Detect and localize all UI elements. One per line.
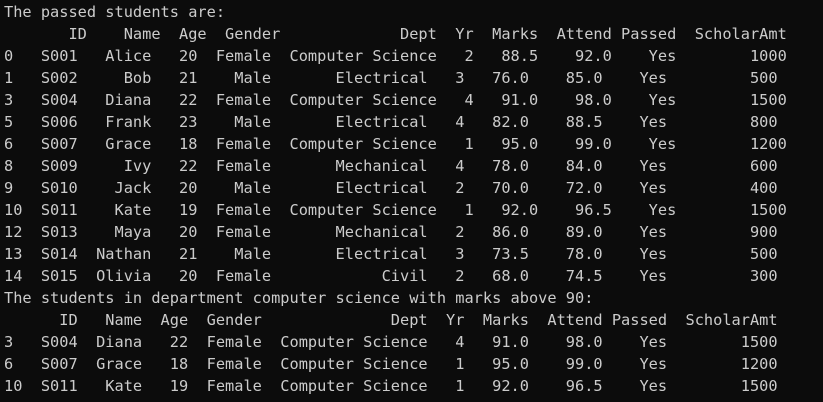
table-row: 6 S007 Grace 18 Female Computer Science … — [4, 355, 778, 373]
table-row: 1 S002 Bob 21 Male Electrical 3 76.0 85.… — [4, 69, 778, 87]
table-row: 3 S004 Diana 22 Female Computer Science … — [4, 91, 787, 109]
table-row: 12 S013 Maya 20 Female Mechanical 2 86.0… — [4, 223, 778, 241]
table-row: 10 S011 Kate 19 Female Computer Science … — [4, 201, 787, 219]
table-row: 10 S011 Kate 19 Female Computer Science … — [4, 377, 778, 395]
table-row: 6 S007 Grace 18 Female Computer Science … — [4, 135, 787, 153]
table-header: ID Name Age Gender Dept Yr Marks Attend … — [4, 311, 778, 329]
table-row: 0 S001 Alice 20 Female Computer Science … — [4, 47, 787, 65]
table-row: 3 S004 Diana 22 Female Computer Science … — [4, 333, 778, 351]
cs-students-heading: The students in department computer scie… — [4, 289, 594, 307]
table-row: 8 S009 Ivy 22 Female Mechanical 4 78.0 8… — [4, 157, 778, 175]
table-row: 14 S015 Olivia 20 Female Civil 2 68.0 74… — [4, 267, 778, 285]
passed-students-heading: The passed students are: — [4, 3, 226, 21]
table-row: 13 S014 Nathan 21 Male Electrical 3 73.5… — [4, 245, 778, 263]
table-row: 9 S010 Jack 20 Male Electrical 2 70.0 72… — [4, 179, 778, 197]
cs-students-table: ID Name Age Gender Dept Yr Marks Attend … — [4, 309, 823, 397]
passed-students-table: ID Name Age Gender Dept Yr Marks Attend … — [4, 23, 823, 287]
table-row: 5 S006 Frank 23 Male Electrical 4 82.0 8… — [4, 113, 778, 131]
table-header: ID Name Age Gender Dept Yr Marks Attend … — [4, 25, 787, 43]
